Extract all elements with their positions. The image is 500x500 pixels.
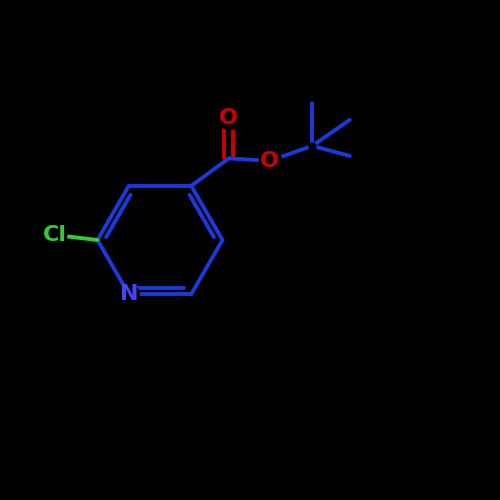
Text: Cl: Cl: [43, 225, 67, 245]
Text: O: O: [260, 151, 279, 171]
Text: O: O: [219, 108, 238, 128]
Text: N: N: [120, 284, 138, 304]
